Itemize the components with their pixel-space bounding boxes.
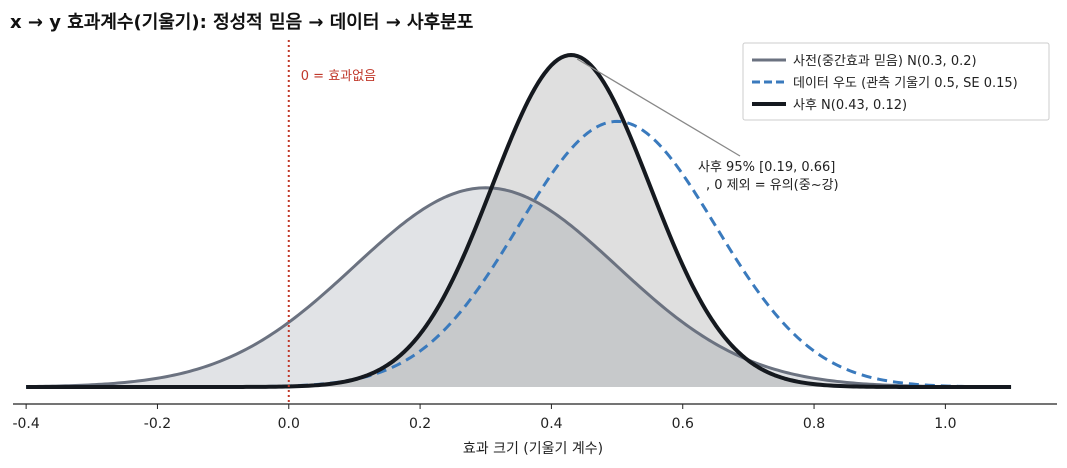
fill-layer [26, 55, 1012, 387]
annotation-arrow [576, 58, 741, 157]
x-tick-label: -0.2 [144, 416, 171, 432]
x-tick-label: 0.0 [278, 416, 300, 432]
series-line-0 [26, 186, 1012, 389]
legend-label-likelihood: 데이터 우도 (관측 기울기 0.5, SE 0.15) [793, 76, 1018, 91]
legend-label-posterior: 사후 N(0.43, 0.12) [793, 98, 907, 113]
legend-box [742, 42, 1050, 121]
zero-reference-label: 0 = 효과없음 [301, 69, 376, 84]
x-axis-ticks: -0.4 -0.2 0.0 0.2 0.4 0.6 0.8 1.0 [12, 404, 957, 432]
legend: 사전(중간효과 믿음) N(0.3, 0.2) 데이터 우도 (관측 기울기 0… [742, 42, 1050, 121]
x-axis-label: 효과 크기 (기울기 계수) [463, 441, 603, 457]
series-fill-0 [26, 187, 1012, 387]
x-tick-label: -0.4 [12, 416, 39, 432]
x-tick-label: 0.4 [540, 416, 562, 432]
series-fill-2 [26, 55, 1012, 387]
chart-title: x → y 효과계수(기울기): 정성적 믿음 → 데이터 → 사후분포 [10, 12, 473, 33]
annotation-line-1: 사후 95% [0.19, 0.66] [698, 160, 835, 175]
x-tick-label: 0.6 [672, 416, 694, 432]
x-tick-label: 0.8 [803, 416, 825, 432]
annotation-line-2: , 0 제외 = 유의(중~강) [706, 178, 839, 193]
legend-label-prior: 사전(중간효과 믿음) N(0.3, 0.2) [793, 54, 977, 69]
x-tick-label: 0.2 [409, 416, 431, 432]
x-tick-label: 1.0 [934, 416, 956, 432]
line-layer [26, 53, 1012, 389]
series-line-2 [26, 53, 1012, 389]
